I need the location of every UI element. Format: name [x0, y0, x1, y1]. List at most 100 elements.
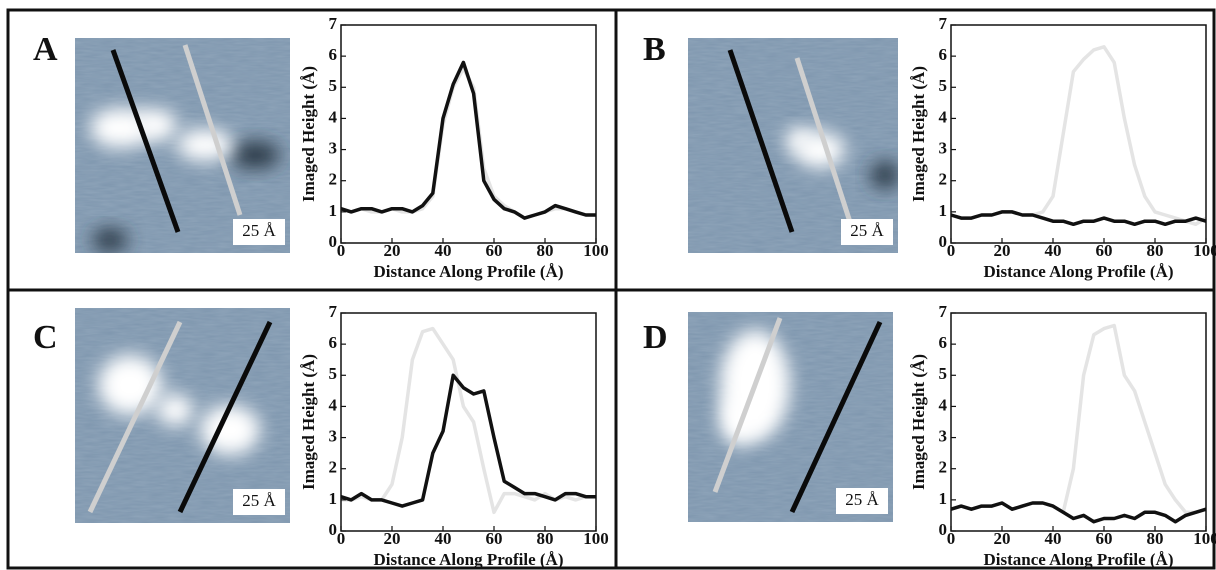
- x-axis-label: Distance Along Profile (Å): [374, 550, 564, 569]
- x-tick-label: 0: [337, 529, 346, 548]
- x-axis-label: Distance Along Profile (Å): [984, 262, 1174, 281]
- y-tick-label: 7: [939, 302, 948, 321]
- dark-spot: [870, 161, 898, 189]
- scale-box: [841, 219, 893, 245]
- y-tick-label: 6: [329, 333, 338, 352]
- plot-frame: [950, 312, 1207, 532]
- y-tick-label: 2: [329, 170, 338, 189]
- panel-label: C: [33, 319, 58, 356]
- y-tick-label: 6: [329, 45, 338, 64]
- y-tick-label: 5: [939, 76, 948, 95]
- stm-image: [75, 38, 290, 253]
- x-tick-label: 40: [435, 241, 452, 260]
- y-tick-label: 0: [329, 232, 338, 251]
- y-tick-label: 0: [939, 520, 948, 539]
- stm-image: [75, 308, 290, 523]
- plot-frame: [950, 24, 1207, 244]
- x-tick-label: 40: [1045, 529, 1062, 548]
- y-tick-label: 1: [329, 201, 338, 220]
- x-tick-label: 60: [486, 241, 503, 260]
- profile-line-black: [727, 49, 795, 233]
- profile-line-black: [789, 320, 883, 514]
- x-tick-label: 60: [1096, 241, 1113, 260]
- panel-label: B: [643, 31, 666, 68]
- x-axis-label: Distance Along Profile (Å): [374, 262, 564, 281]
- y-tick-label: 3: [939, 426, 948, 445]
- y-tick-label: 0: [329, 520, 338, 539]
- frame: [6, 8, 1216, 570]
- scale-label: 25 Å: [242, 221, 276, 240]
- y-tick-label: 4: [939, 395, 948, 414]
- x-tick-label: 20: [384, 529, 401, 548]
- x-tick-label: 100: [583, 241, 609, 260]
- scale-box: [836, 488, 888, 514]
- bright-spot: [157, 394, 193, 426]
- profile-series: [340, 373, 596, 508]
- y-tick-label: 7: [329, 14, 338, 33]
- panel: C 25 Å 0 20 40 60 80 100 0 1 2 3 4 5 6 7 Distance Along …: [33, 302, 609, 569]
- y-tick-label: 3: [939, 138, 948, 157]
- x-tick-label: 0: [947, 241, 956, 260]
- profile-series: [340, 60, 596, 220]
- panel: B 25 Å 0 20 40 60 80 100 0 1 2 3 4 5 6 7 Distance Along …: [643, 14, 1216, 281]
- x-tick-label: 80: [537, 241, 554, 260]
- y-tick-label: 1: [939, 201, 948, 220]
- profile-line-gray: [794, 57, 853, 223]
- x-tick-label: 20: [384, 241, 401, 260]
- x-tick-label: 80: [1147, 241, 1164, 260]
- x-tick-label: 60: [486, 529, 503, 548]
- x-tick-label: 60: [1096, 529, 1113, 548]
- bright-spot: [98, 355, 162, 415]
- x-tick-label: 20: [994, 529, 1011, 548]
- x-tick-label: 40: [1045, 241, 1062, 260]
- profile-line-black: [177, 320, 273, 514]
- scale-label: 25 Å: [242, 491, 276, 510]
- profile-series: [950, 210, 1207, 227]
- y-tick-label: 4: [939, 107, 948, 126]
- y-tick-label: 7: [939, 14, 948, 33]
- y-axis-label: Imaged Height (Å): [909, 66, 928, 202]
- y-tick-label: 1: [329, 489, 338, 508]
- y-axis-label: Imaged Height (Å): [299, 354, 318, 490]
- profile-line-black: [110, 49, 181, 233]
- profile-line-gray: [87, 320, 183, 514]
- panel: A 25 Å 0 20 40 60 80 100 0 1 2 3 4 5 6 7 Distance Along …: [33, 14, 609, 281]
- dark-spot: [92, 228, 128, 252]
- y-tick-label: 6: [939, 45, 948, 64]
- plot-frame: [340, 24, 597, 244]
- plot-frame: [340, 312, 597, 532]
- y-tick-label: 2: [939, 458, 948, 477]
- scale-box: [233, 219, 285, 245]
- x-tick-label: 80: [537, 529, 554, 548]
- y-tick-label: 5: [329, 364, 338, 383]
- y-tick-label: 3: [329, 138, 338, 157]
- profile-line-gray: [712, 317, 783, 493]
- x-tick-label: 80: [1147, 529, 1164, 548]
- profile-line-gray: [182, 44, 243, 216]
- x-tick-label: 0: [947, 529, 956, 548]
- y-tick-label: 5: [329, 76, 338, 95]
- scale-label: 25 Å: [850, 221, 884, 240]
- y-axis-label: Imaged Height (Å): [299, 66, 318, 202]
- bright-spot: [785, 128, 815, 152]
- y-tick-label: 1: [939, 489, 948, 508]
- y-tick-label: 4: [329, 395, 338, 414]
- x-tick-label: 100: [1193, 241, 1216, 260]
- y-tick-label: 4: [329, 107, 338, 126]
- x-tick-label: 40: [435, 529, 452, 548]
- y-tick-label: 6: [939, 333, 948, 352]
- y-tick-label: 2: [939, 170, 948, 189]
- y-tick-label: 2: [329, 458, 338, 477]
- y-tick-label: 5: [939, 364, 948, 383]
- dark-spot: [230, 141, 280, 169]
- x-tick-label: 100: [583, 529, 609, 548]
- scale-box: [233, 489, 285, 515]
- panel-label: A: [33, 31, 58, 68]
- x-axis-label: Distance Along Profile (Å): [984, 550, 1174, 569]
- y-tick-label: 3: [329, 426, 338, 445]
- stm-image: [688, 38, 898, 253]
- scale-label: 25 Å: [845, 490, 879, 509]
- panel: D 25 Å 0 20 40 60 80 100 0 1 2 3 4 5 6 7 Distance Along …: [643, 302, 1216, 569]
- x-tick-label: 100: [1193, 529, 1216, 548]
